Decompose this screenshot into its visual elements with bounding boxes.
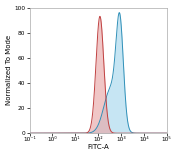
Y-axis label: Normalized To Mode: Normalized To Mode: [5, 35, 12, 105]
X-axis label: FITC-A: FITC-A: [87, 144, 109, 150]
